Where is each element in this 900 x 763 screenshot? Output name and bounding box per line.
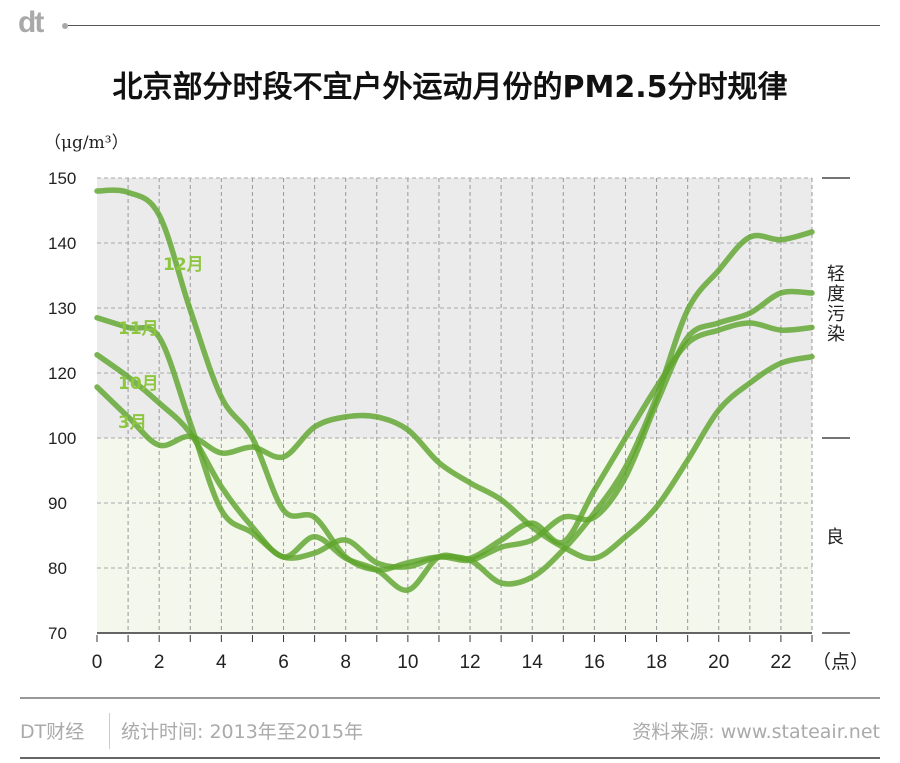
- good-zone-label: 良: [826, 527, 844, 548]
- x-tick-label: 18: [646, 652, 667, 673]
- x-tick-label: 20: [708, 652, 729, 673]
- x-tick-label: 16: [584, 652, 605, 673]
- y-tick-label: 130: [48, 299, 76, 318]
- y-tick-label: 140: [48, 234, 76, 253]
- chart-title: 北京部分时段不宜户外运动月份的PM2.5分时规律: [112, 70, 788, 105]
- series-lines: [94, 187, 815, 593]
- grid: [97, 177, 813, 633]
- series-label-11: 11月: [118, 319, 159, 339]
- pm25-line-chart: 150 140 130 120 100 90 80 70 0 2 4 6 8 10 12 14 16 18 20 22…: [48, 169, 869, 673]
- footer-period: 统计时间: 2013年至2015年: [121, 721, 364, 743]
- x-tick-label: 0: [92, 652, 103, 673]
- logo-dot: [62, 23, 68, 29]
- series-line-10月: [94, 320, 815, 593]
- y-tick-label: 70: [48, 624, 67, 643]
- x-tick-label: 10: [397, 652, 418, 673]
- footer-rule-bottom: [20, 757, 880, 759]
- polluted-zone-label: 轻度污染: [824, 264, 845, 344]
- x-tick-label: 2: [154, 652, 165, 673]
- x-axis-unit: （点）: [812, 651, 869, 673]
- x-tick-label: 12: [459, 652, 480, 673]
- series-label-3: 3月: [118, 413, 147, 433]
- x-tick-label: 8: [340, 652, 351, 673]
- x-tick-label: 6: [278, 652, 289, 673]
- axes: 150 140 130 120 100 90 80 70 0 2 4 6 8 10 12 14 16 18 20 22: [48, 169, 850, 673]
- y-axis-unit: （μg/m³）: [44, 133, 129, 153]
- y-tick-label: 100: [48, 429, 76, 448]
- x-tick-label: 22: [770, 652, 791, 673]
- footer-brand: DT财经: [20, 721, 85, 743]
- header-rule: [68, 25, 880, 26]
- y-tick-label: 150: [48, 169, 76, 188]
- footer-separator: [109, 713, 110, 749]
- footer-source: 资料来源: www.stateair.net: [632, 721, 880, 743]
- y-tick-label: 80: [48, 559, 67, 578]
- series-label-10: 10月: [118, 374, 159, 394]
- y-tick-label: 120: [48, 364, 76, 383]
- series-line-3月: [94, 354, 815, 562]
- dt-logo: dt: [18, 6, 44, 39]
- series-label-12: 12月: [163, 255, 204, 275]
- x-tick-label: 14: [522, 652, 544, 673]
- x-tick-label: 4: [216, 652, 227, 673]
- y-tick-label: 90: [48, 494, 67, 513]
- footer-rule-top: [20, 697, 880, 699]
